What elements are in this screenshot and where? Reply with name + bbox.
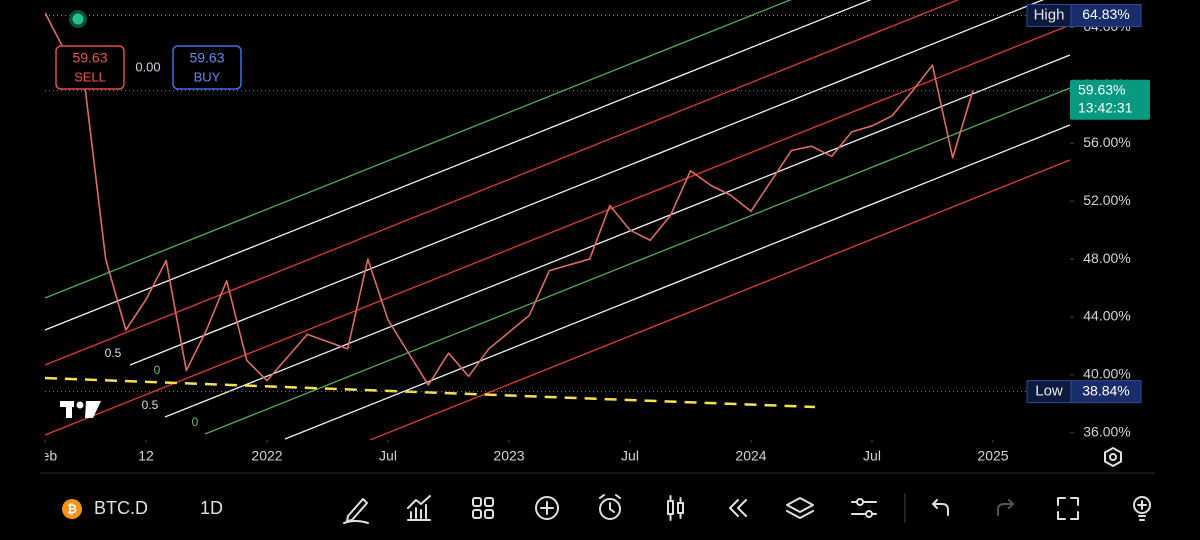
x-tick-label: 12 [138, 448, 154, 464]
price-line [45, 12, 974, 386]
templates-button[interactable] [472, 497, 494, 519]
countdown: 13:42:31 [1078, 99, 1133, 115]
plot-area: 0.5 0 0.5 0 [45, 0, 1070, 440]
x-tick-label: 2022 [251, 448, 282, 464]
channel-line [45, 0, 792, 299]
last-value-label: 59.63% [1078, 81, 1125, 97]
x-tick-label: Jul [863, 448, 881, 464]
undo-button[interactable] [932, 499, 949, 516]
spread: 0.00 [135, 59, 160, 74]
buy-price: 59.63 [189, 50, 224, 66]
logo-watermark [60, 401, 101, 418]
trend-line [45, 376, 816, 409]
channel-line [204, 87, 1070, 435]
x-tick-label: 2025 [977, 448, 1008, 464]
redo-button[interactable] [997, 499, 1015, 516]
x-tick-group: Jul [379, 448, 397, 464]
y-tick-label: 52.00% [1083, 192, 1130, 208]
x-tick-group: 2025 [977, 448, 1008, 464]
low-label: Low [1035, 383, 1063, 400]
x-tick-group: 2022 [251, 448, 282, 464]
channel-line [129, 0, 1045, 366]
x-tick-group: 12 [138, 448, 154, 464]
indicators-button[interactable] [407, 495, 431, 521]
y-tick-label: 44.00% [1083, 308, 1130, 324]
high-value-label: 64.83% [1082, 6, 1129, 22]
x-tick-label: 2024 [735, 448, 766, 464]
settings-button[interactable] [1104, 447, 1122, 467]
last-value-box [1070, 79, 1150, 120]
x-tick-group: 2024 [735, 448, 766, 464]
y-tick-label: 36.00% [1083, 423, 1130, 439]
buy-label: BUY [194, 69, 221, 84]
x-tick-group: Jul [863, 448, 881, 464]
price-axis: 64.00%60.00%56.00%52.00%48.00%44.00%40.0… [33, 3, 1150, 464]
x-tick-label: Feb [33, 448, 57, 464]
fib-label: 0 [192, 415, 199, 429]
low-value-label: 38.84% [1082, 382, 1129, 398]
high-value-box [1070, 3, 1142, 27]
buy-button[interactable] [172, 45, 242, 90]
low-value-box [1070, 380, 1142, 404]
x-tick-label: Jul [621, 448, 639, 464]
symbol-icon [62, 499, 82, 519]
fib-label: 0 [154, 363, 161, 377]
sell-price: 59.63 [72, 50, 107, 66]
status-dot [72, 13, 84, 25]
replay-button[interactable] [729, 499, 747, 517]
channel-line [45, 0, 872, 331]
channel-line [45, 0, 960, 366]
x-tick-label: Jul [379, 448, 397, 464]
chart-type-button[interactable] [667, 495, 684, 521]
x-tick-group: Feb [33, 448, 57, 464]
add-button[interactable] [535, 496, 559, 520]
settings-sliders[interactable] [851, 498, 877, 518]
sell-button[interactable] [55, 45, 125, 90]
symbol[interactable]: BTC.D [94, 498, 148, 518]
fib-label: 0.5 [142, 398, 159, 412]
draw-tool[interactable] [343, 498, 369, 524]
y-tick-label: 48.00% [1083, 250, 1130, 266]
y-tick-label: 40.00% [1083, 366, 1130, 382]
x-tick-group: Jul [621, 448, 639, 464]
channel-line [164, 54, 1070, 418]
alert-button[interactable] [599, 494, 621, 520]
high-label: High [1034, 6, 1065, 23]
interval[interactable]: 1D [200, 498, 223, 518]
channel-line [45, 24, 1070, 436]
channel-line [369, 159, 1070, 440]
fullscreen-button[interactable] [1057, 497, 1079, 520]
channel-line [284, 124, 1070, 440]
y-tick-label: 56.00% [1083, 134, 1130, 150]
sell-label: SELL [74, 69, 106, 84]
ideas-button[interactable] [1133, 496, 1151, 521]
layers-button[interactable] [786, 497, 814, 519]
x-tick-group: 2023 [493, 448, 524, 464]
fib-label: 0.5 [105, 346, 122, 360]
symbol-icon-glyph: ₿ [67, 502, 77, 516]
x-tick-label: 2023 [493, 448, 524, 464]
